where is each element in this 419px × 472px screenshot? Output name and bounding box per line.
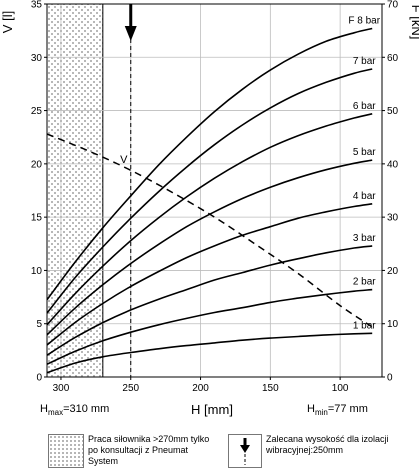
h-min-note: Hmin=77 mm [307,403,368,418]
force-curve-2 [46,288,373,365]
hatched-region [47,4,103,377]
recommended-height-arrow-head [124,26,137,41]
y-left-tick-label: 25 [31,106,43,117]
series-label-2: 2 bar [353,277,376,288]
legend-arrow-icon [240,438,250,465]
y-left-tick-label: 30 [31,53,43,64]
force-curve-1 [46,332,373,374]
x-tick-label: 300 [53,383,70,394]
y-right-tick-label: 70 [387,0,399,11]
y-right-axis-label: F [kN] [409,5,419,40]
series-label-7: 7 bar [353,56,376,67]
x-tick-label: 100 [332,383,349,394]
legend-arrow-box [228,434,262,468]
force-curve-8 [46,27,373,301]
y-left-tick-label: 0 [36,373,42,384]
volume-curve [46,133,373,328]
force-curve-7 [46,68,373,314]
y-right-tick-label: 20 [387,266,399,277]
y-right-tick-label: 0 [387,373,393,384]
y-right-tick-label: 50 [387,106,399,117]
y-left-tick-label: 35 [31,0,43,11]
force-curve-4 [46,203,373,346]
series-label-8: F 8 bar [348,16,380,27]
series-label-3: 3 bar [353,233,376,244]
y-left-tick-label: 20 [31,159,43,170]
legend-hatch-text: Praca siłownika >270mm tylko po konsulta… [88,434,210,466]
plot-frame [46,3,383,378]
series-label-5: 5 bar [353,147,376,158]
y-right-tick-label: 10 [387,319,399,330]
series-label-1: 1 bar [353,320,376,331]
volume-curve-label: V [120,154,128,166]
y-left-tick-label: 10 [31,266,43,277]
legend-hatch-swatch [48,434,84,468]
y-right-tick-label: 40 [387,159,399,170]
force-curve-6 [46,113,373,326]
y-left-axis-label: V [l] [0,11,15,33]
y-left-tick-label: 15 [31,213,43,224]
force-curve-5 [46,159,373,336]
y-right-tick-label: 30 [387,213,399,224]
h-max-note: Hmax=310 mm [40,403,110,418]
y-left-tick-label: 5 [36,319,42,330]
x-tick-label: 150 [262,383,279,394]
x-tick-label: 200 [192,383,209,394]
series-label-6: 6 bar [353,101,376,112]
legend-arrow-text: Zalecana wysokość dla izolacji wibracyjn… [266,434,389,455]
x-tick-label: 250 [122,383,139,394]
series-label-4: 4 bar [353,191,376,202]
force-curve-3 [46,245,373,356]
y-right-tick-label: 60 [387,53,399,64]
x-axis-label: H [mm] [191,402,233,417]
